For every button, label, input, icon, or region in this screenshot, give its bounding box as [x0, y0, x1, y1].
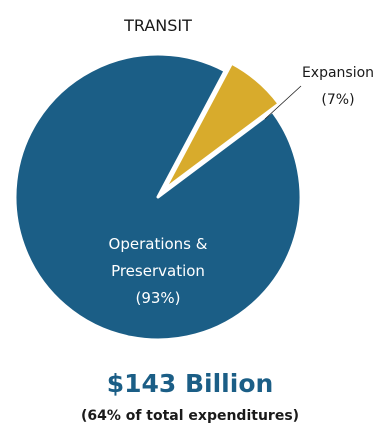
slice-label-expansion: Expansion: [302, 65, 374, 81]
slice-pct-expansion: (7%): [321, 92, 354, 108]
total-note: (64% of total expenditures): [81, 408, 299, 424]
callout-leader-line: [264, 85, 302, 120]
slice-label-operations: Operations &: [109, 235, 208, 253]
pie-slices: [13, 52, 303, 342]
slice-label-operations-line2: Preservation: [111, 262, 205, 280]
total-value: $143 Billion: [107, 369, 274, 398]
slice-pct-operations: (93%): [135, 289, 180, 307]
slice-operations-preservation: [13, 52, 303, 342]
slice-expansion: [163, 61, 281, 191]
chart-title: TRANSIT: [123, 16, 192, 35]
